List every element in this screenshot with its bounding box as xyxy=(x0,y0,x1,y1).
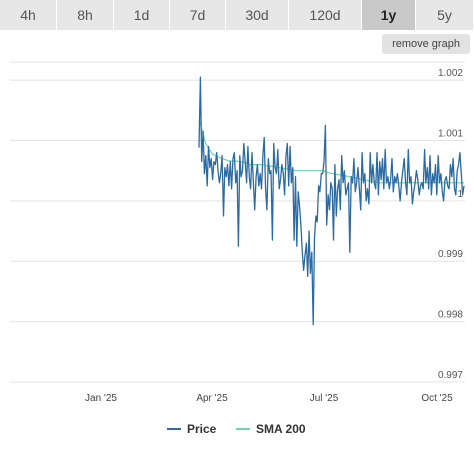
legend-swatch-sma xyxy=(236,428,250,430)
y-tick-label: 1.001 xyxy=(438,128,463,139)
y-tick-label: 0.998 xyxy=(438,310,463,321)
x-tick-label: Oct '25 xyxy=(421,393,453,404)
tab-1[interactable]: 8h xyxy=(57,0,114,30)
tab-2[interactable]: 1d xyxy=(114,0,170,30)
tab-3[interactable]: 7d xyxy=(170,0,226,30)
x-tick-label: Apr '25 xyxy=(196,393,228,404)
tab-6[interactable]: 1y xyxy=(362,0,416,30)
legend-swatch-price xyxy=(167,428,181,430)
tab-0[interactable]: 4h xyxy=(0,0,57,30)
x-tick-label: Jul '25 xyxy=(310,393,339,404)
price-chart: 0.997 0.998 0.999 1 1.001 1.002 Jan '25 Apr '25… xyxy=(10,61,465,404)
y-tick-label: 0.997 xyxy=(438,370,463,381)
legend-label-sma: SMA 200 xyxy=(256,422,306,436)
tab-5[interactable]: 120d xyxy=(289,0,362,30)
tab-7[interactable]: 5y xyxy=(416,0,474,30)
chart-legend: Price SMA 200 xyxy=(0,419,474,439)
y-tick-label: 1 xyxy=(457,189,463,200)
legend-item-sma[interactable]: SMA 200 xyxy=(236,419,306,439)
timeframe-tabs: 4h 8h 1d 7d 30d 120d 1y 5y xyxy=(0,0,474,30)
x-tick-label: Jan '25 xyxy=(85,393,117,404)
legend-label-price: Price xyxy=(187,422,217,436)
series-line-price xyxy=(198,76,465,326)
y-tick-label: 0.999 xyxy=(438,249,463,260)
remove-graph-button[interactable]: remove graph xyxy=(382,34,470,54)
tab-4[interactable]: 30d xyxy=(226,0,289,30)
legend-item-price[interactable]: Price xyxy=(167,419,216,439)
y-tick-label: 1.002 xyxy=(438,68,463,79)
